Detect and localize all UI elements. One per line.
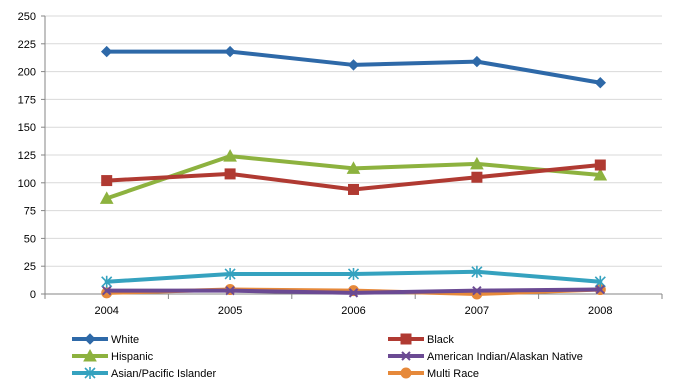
series-american-indian-alaskan-native bbox=[101, 284, 606, 298]
series-layer bbox=[99, 45, 608, 300]
y-tick-label: 250 bbox=[18, 11, 36, 23]
data-point bbox=[101, 175, 113, 187]
legend-item: Asian/Pacific Islander bbox=[72, 367, 216, 379]
data-point bbox=[346, 161, 361, 174]
y-tick-label: 200 bbox=[18, 67, 36, 79]
data-point bbox=[347, 267, 360, 280]
legend: White Black Hispanic American Indian/Alaska… bbox=[72, 333, 583, 379]
data-point bbox=[472, 285, 482, 296]
axes bbox=[41, 15, 663, 299]
y-tick-label: 0 bbox=[30, 289, 36, 301]
data-point bbox=[223, 149, 237, 162]
data-point bbox=[348, 183, 359, 195]
x-tick-label: 2006 bbox=[341, 305, 365, 317]
y-tick-label: 50 bbox=[24, 233, 36, 245]
x-tick-label: 2004 bbox=[94, 305, 118, 317]
data-point bbox=[347, 59, 360, 71]
y-axis-ticks: 0 25 50 75 100 125 150 175 200 225 250 bbox=[18, 11, 36, 301]
legend-marker bbox=[400, 367, 412, 379]
y-tick-label: 225 bbox=[18, 39, 36, 51]
x-tick-label: 2007 bbox=[465, 305, 489, 317]
series-black bbox=[101, 159, 606, 195]
legend-label: Multi Race bbox=[427, 368, 479, 379]
y-tick-label: 125 bbox=[18, 150, 36, 162]
y-tick-label: 150 bbox=[18, 122, 36, 134]
data-point bbox=[101, 275, 113, 288]
series-asian-pacific-islander bbox=[101, 265, 606, 288]
legend-marker bbox=[84, 333, 96, 345]
legend-label: American Indian/Alaskan Native bbox=[427, 351, 583, 363]
series-white bbox=[100, 45, 607, 89]
data-point bbox=[225, 285, 235, 296]
legend-item: Black bbox=[388, 333, 454, 346]
data-point bbox=[594, 77, 607, 89]
data-point bbox=[224, 267, 236, 280]
data-point bbox=[224, 168, 236, 180]
data-point bbox=[348, 288, 359, 298]
y-tick-label: 75 bbox=[24, 206, 36, 218]
y-tick-label: 25 bbox=[24, 261, 36, 273]
legend-label: White bbox=[111, 334, 139, 346]
data-point bbox=[471, 171, 483, 183]
data-point bbox=[224, 45, 236, 58]
legend-marker bbox=[401, 351, 411, 361]
y-tick-label: 175 bbox=[18, 94, 36, 106]
data-point bbox=[100, 45, 113, 58]
legend-label: Hispanic bbox=[111, 351, 154, 363]
x-tick-label: 2008 bbox=[588, 305, 612, 317]
legend-marker bbox=[83, 348, 97, 362]
legend-label: Asian/Pacific Islander bbox=[111, 368, 216, 379]
legend-item: American Indian/Alaskan Native bbox=[388, 351, 583, 363]
legend-item: Multi Race bbox=[388, 367, 479, 379]
legend-item: White bbox=[72, 333, 139, 346]
data-point bbox=[593, 167, 608, 181]
data-point bbox=[594, 159, 606, 171]
data-point bbox=[99, 191, 114, 204]
data-point bbox=[595, 284, 606, 295]
data-point bbox=[471, 265, 483, 278]
x-tick-label: 2005 bbox=[218, 305, 242, 317]
legend-item: Hispanic bbox=[72, 348, 154, 363]
y-tick-label: 100 bbox=[18, 178, 36, 190]
x-axis-ticks: 2004 2005 2006 2007 2008 bbox=[94, 305, 612, 317]
legend-marker bbox=[84, 367, 96, 379]
series-hispanic bbox=[99, 149, 608, 204]
data-point bbox=[101, 285, 112, 296]
legend-marker bbox=[400, 333, 412, 345]
data-point bbox=[471, 55, 483, 68]
legend-label: Black bbox=[427, 334, 454, 346]
data-point bbox=[470, 156, 484, 170]
